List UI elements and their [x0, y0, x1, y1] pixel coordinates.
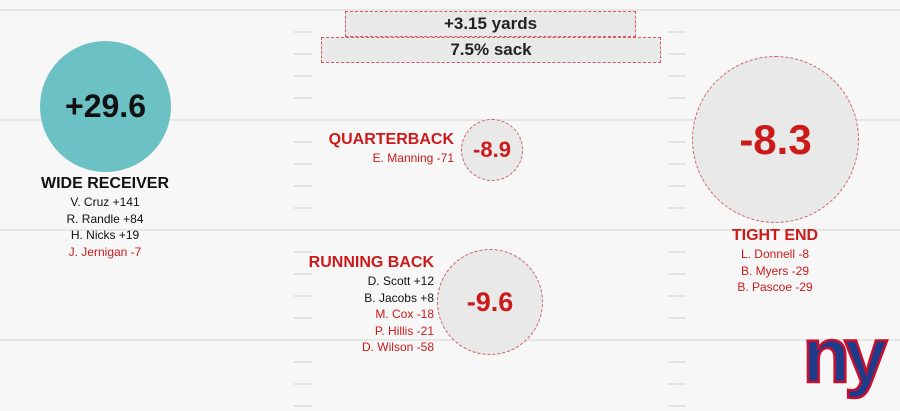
hash-mark — [294, 53, 312, 55]
hash-mark — [294, 141, 312, 143]
hash-mark — [294, 273, 312, 275]
hash-mark — [668, 207, 686, 209]
player-stat: P. Hillis -21 — [374, 323, 434, 338]
wide-receiver-value: +29.6 — [65, 88, 146, 124]
hash-mark — [668, 185, 686, 187]
hash-mark — [294, 383, 312, 385]
quarterback-title: QUARTERBACK — [328, 131, 454, 148]
hash-mark — [668, 31, 686, 33]
player-stat: V. Cruz +141 — [70, 195, 140, 209]
running-back-title: RUNNING BACK — [308, 254, 434, 271]
hash-mark — [668, 405, 686, 407]
sack-stat-pill: 7.5% sack — [321, 37, 661, 63]
tight-end-players: L. Donnell -8 B. Myers -29 B. Pascoe -29 — [700, 246, 850, 296]
tight-end-circle: -8.3 — [692, 56, 859, 223]
player-stat: H. Nicks +19 — [70, 228, 140, 242]
hash-mark — [294, 163, 312, 165]
hash-mark — [668, 97, 686, 99]
hash-mark — [294, 251, 312, 253]
quarterback-value: -8.9 — [473, 137, 511, 162]
player-stat: L. Donnell -8 — [740, 247, 810, 261]
hash-mark — [668, 53, 686, 55]
yards-stat-text: +3.15 yards — [443, 14, 538, 33]
player-stat: B. Jacobs +8 — [364, 290, 434, 305]
player-stat: E. Manning -71 — [372, 151, 454, 165]
player-stat: B. Myers -29 — [740, 263, 809, 278]
player-stat: M. Cox -18 — [375, 307, 434, 321]
hash-mark — [294, 361, 312, 363]
player-stat: R. Randle +84 — [66, 211, 144, 226]
tight-end-group: TIGHT END L. Donnell -8 B. Myers -29 B. Pa… — [700, 226, 850, 296]
hash-mark — [294, 75, 312, 77]
ny-logo-text: ny — [802, 322, 887, 399]
tight-end-value: -8.3 — [739, 115, 812, 163]
hash-mark — [294, 31, 312, 33]
player-stat: J. Jernigan -7 — [68, 244, 142, 259]
quarterback-group: QUARTERBACK E. Manning -71 — [300, 130, 454, 167]
running-back-group: RUNNING BACK D. Scott +12 B. Jacobs +8 M. … — [300, 253, 434, 356]
quarterback-players: E. Manning -71 — [300, 150, 454, 167]
yard-line — [0, 9, 900, 11]
player-stat: B. Pascoe -29 — [737, 280, 813, 294]
wide-receiver-group: WIDE RECEIVER V. Cruz +141 R. Randle +84 H… — [20, 174, 190, 260]
hash-mark — [294, 317, 312, 319]
hash-mark — [668, 163, 686, 165]
player-stat: D. Scott +12 — [367, 274, 434, 288]
hash-mark — [668, 141, 686, 143]
hash-mark — [294, 405, 312, 407]
hash-mark — [668, 75, 686, 77]
yards-stat-pill: +3.15 yards — [345, 11, 636, 37]
wide-receiver-circle: +29.6 — [40, 41, 171, 172]
wide-receiver-players: V. Cruz +141 R. Randle +84 H. Nicks +19 J. … — [20, 194, 190, 260]
hash-mark — [668, 361, 686, 363]
hash-mark — [668, 273, 686, 275]
yard-line — [0, 119, 900, 121]
hash-mark — [668, 317, 686, 319]
running-back-value: -9.6 — [466, 286, 514, 317]
running-back-circle: -9.6 — [437, 249, 543, 355]
hash-mark — [668, 251, 686, 253]
hash-mark — [294, 295, 312, 297]
hash-mark — [294, 97, 312, 99]
yard-line — [0, 229, 900, 231]
hash-mark — [668, 383, 686, 385]
wide-receiver-title: WIDE RECEIVER — [40, 175, 169, 192]
quarterback-circle: -8.9 — [461, 119, 523, 181]
hash-mark — [668, 295, 686, 297]
running-back-players: D. Scott +12 B. Jacobs +8 M. Cox -18 P. Hil… — [300, 273, 434, 356]
tight-end-title: TIGHT END — [731, 227, 819, 244]
player-stat: D. Wilson -58 — [361, 340, 434, 354]
hash-mark — [294, 185, 312, 187]
hash-mark — [294, 207, 312, 209]
yard-line — [0, 339, 900, 341]
ny-giants-logo-icon: ny — [801, 322, 890, 400]
sack-stat-text: 7.5% sack — [450, 40, 532, 59]
